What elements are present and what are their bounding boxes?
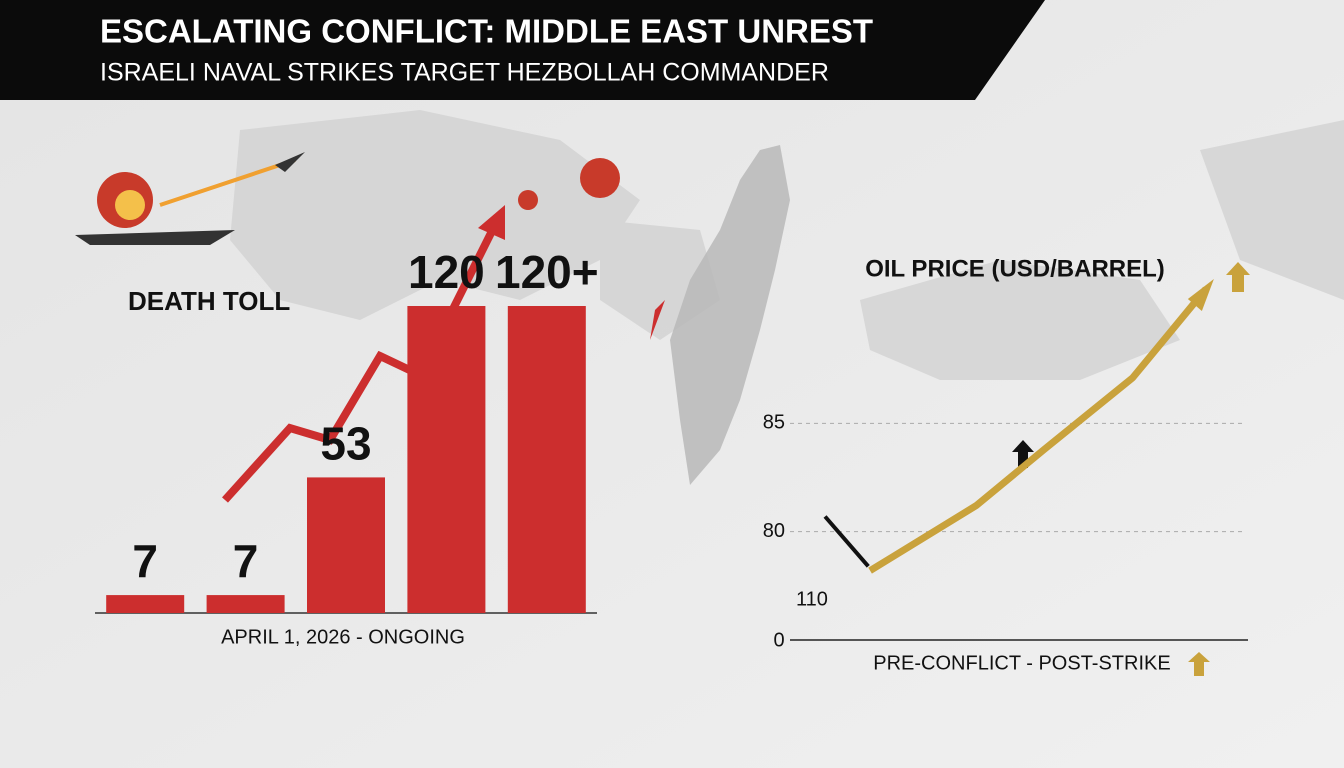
bar [106, 595, 185, 613]
x-axis-label: APRIL 1, 2026 - ONGOING [221, 626, 465, 648]
y-tick-label: 85 [763, 412, 785, 434]
annotation: 0 [773, 629, 784, 651]
header-title: ESCALATING CONFLICT: MIDDLE EAST UNREST [100, 13, 873, 50]
value-label: 7 [132, 535, 158, 587]
up-arrow-icon [1226, 262, 1250, 292]
annotation: 110 [796, 588, 828, 610]
explosion-icon [518, 190, 538, 210]
value-label: 120 [408, 246, 485, 298]
y-tick-label: 80 [763, 520, 785, 542]
data-line [868, 286, 1209, 574]
value-label: 120+ [495, 246, 599, 298]
explosion-icon [580, 158, 620, 198]
bar [206, 595, 285, 613]
data-line [823, 515, 870, 568]
ship-icon [75, 152, 305, 245]
chart-title: DEATH TOLL [128, 286, 290, 316]
chart-title: OIL PRICE (USD/BARREL) [865, 255, 1165, 282]
trend-arrowhead [478, 205, 505, 240]
region-map [670, 145, 790, 485]
map-strip [650, 300, 665, 340]
value-label: 7 [233, 535, 259, 587]
header-banner [0, 0, 1045, 100]
bar [407, 306, 486, 613]
up-arrow-icon [1012, 440, 1034, 468]
map-decor [230, 110, 1344, 380]
bar [507, 306, 586, 613]
header-subtitle: ISRAELI NAVAL STRIKES TARGET HEZBOLLAH C… [100, 59, 829, 87]
value-label: 53 [320, 418, 371, 470]
x-axis-label: PRE-CONFLICT - POST-STRIKE [873, 652, 1170, 674]
line-arrowhead [1187, 279, 1214, 311]
bar [307, 477, 385, 613]
up-arrow-icon [1188, 652, 1210, 676]
